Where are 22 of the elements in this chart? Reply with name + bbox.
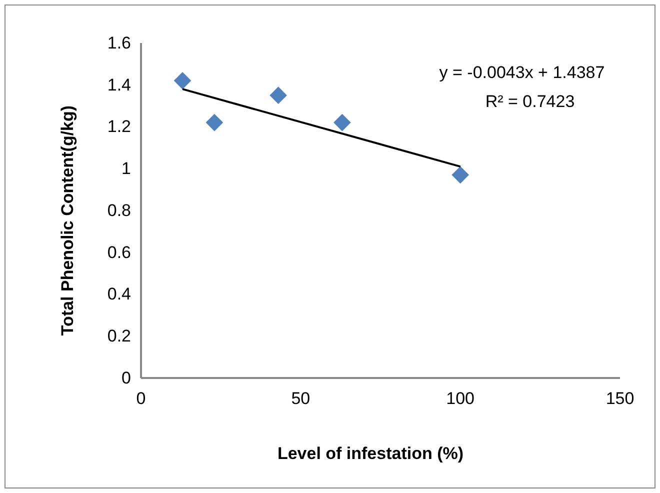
y-tick-label: 0 [122, 368, 131, 388]
annotation: R² = 0.7423 [485, 92, 575, 111]
y-tick-label: 0.2 [107, 326, 131, 346]
y-tick-label: 0.6 [107, 242, 131, 262]
x-tick-label: 100 [446, 389, 475, 408]
y-tick-label: 1.4 [107, 75, 131, 94]
y-tick-label: 1.2 [107, 117, 131, 136]
point [452, 166, 469, 184]
point [334, 114, 351, 132]
x-tick-label: 150 [606, 389, 634, 408]
point [174, 72, 192, 90]
x-tick-label: 50 [291, 389, 310, 408]
y-tick-label: 1 [122, 159, 131, 178]
x-tick-label: 0 [136, 389, 146, 408]
y-tick-label: 1.6 [107, 33, 131, 52]
y-axis-title: Total Phenolic Content(g/kg) [58, 105, 77, 336]
annotation: y = -0.0043x + 1.4387 [439, 63, 605, 82]
y-tick-label: 0.8 [107, 200, 131, 220]
point [206, 114, 224, 132]
y-tick-label: 0.4 [107, 284, 131, 304]
x-axis-title: Level of infestation (%) [277, 444, 464, 463]
point [270, 86, 287, 104]
